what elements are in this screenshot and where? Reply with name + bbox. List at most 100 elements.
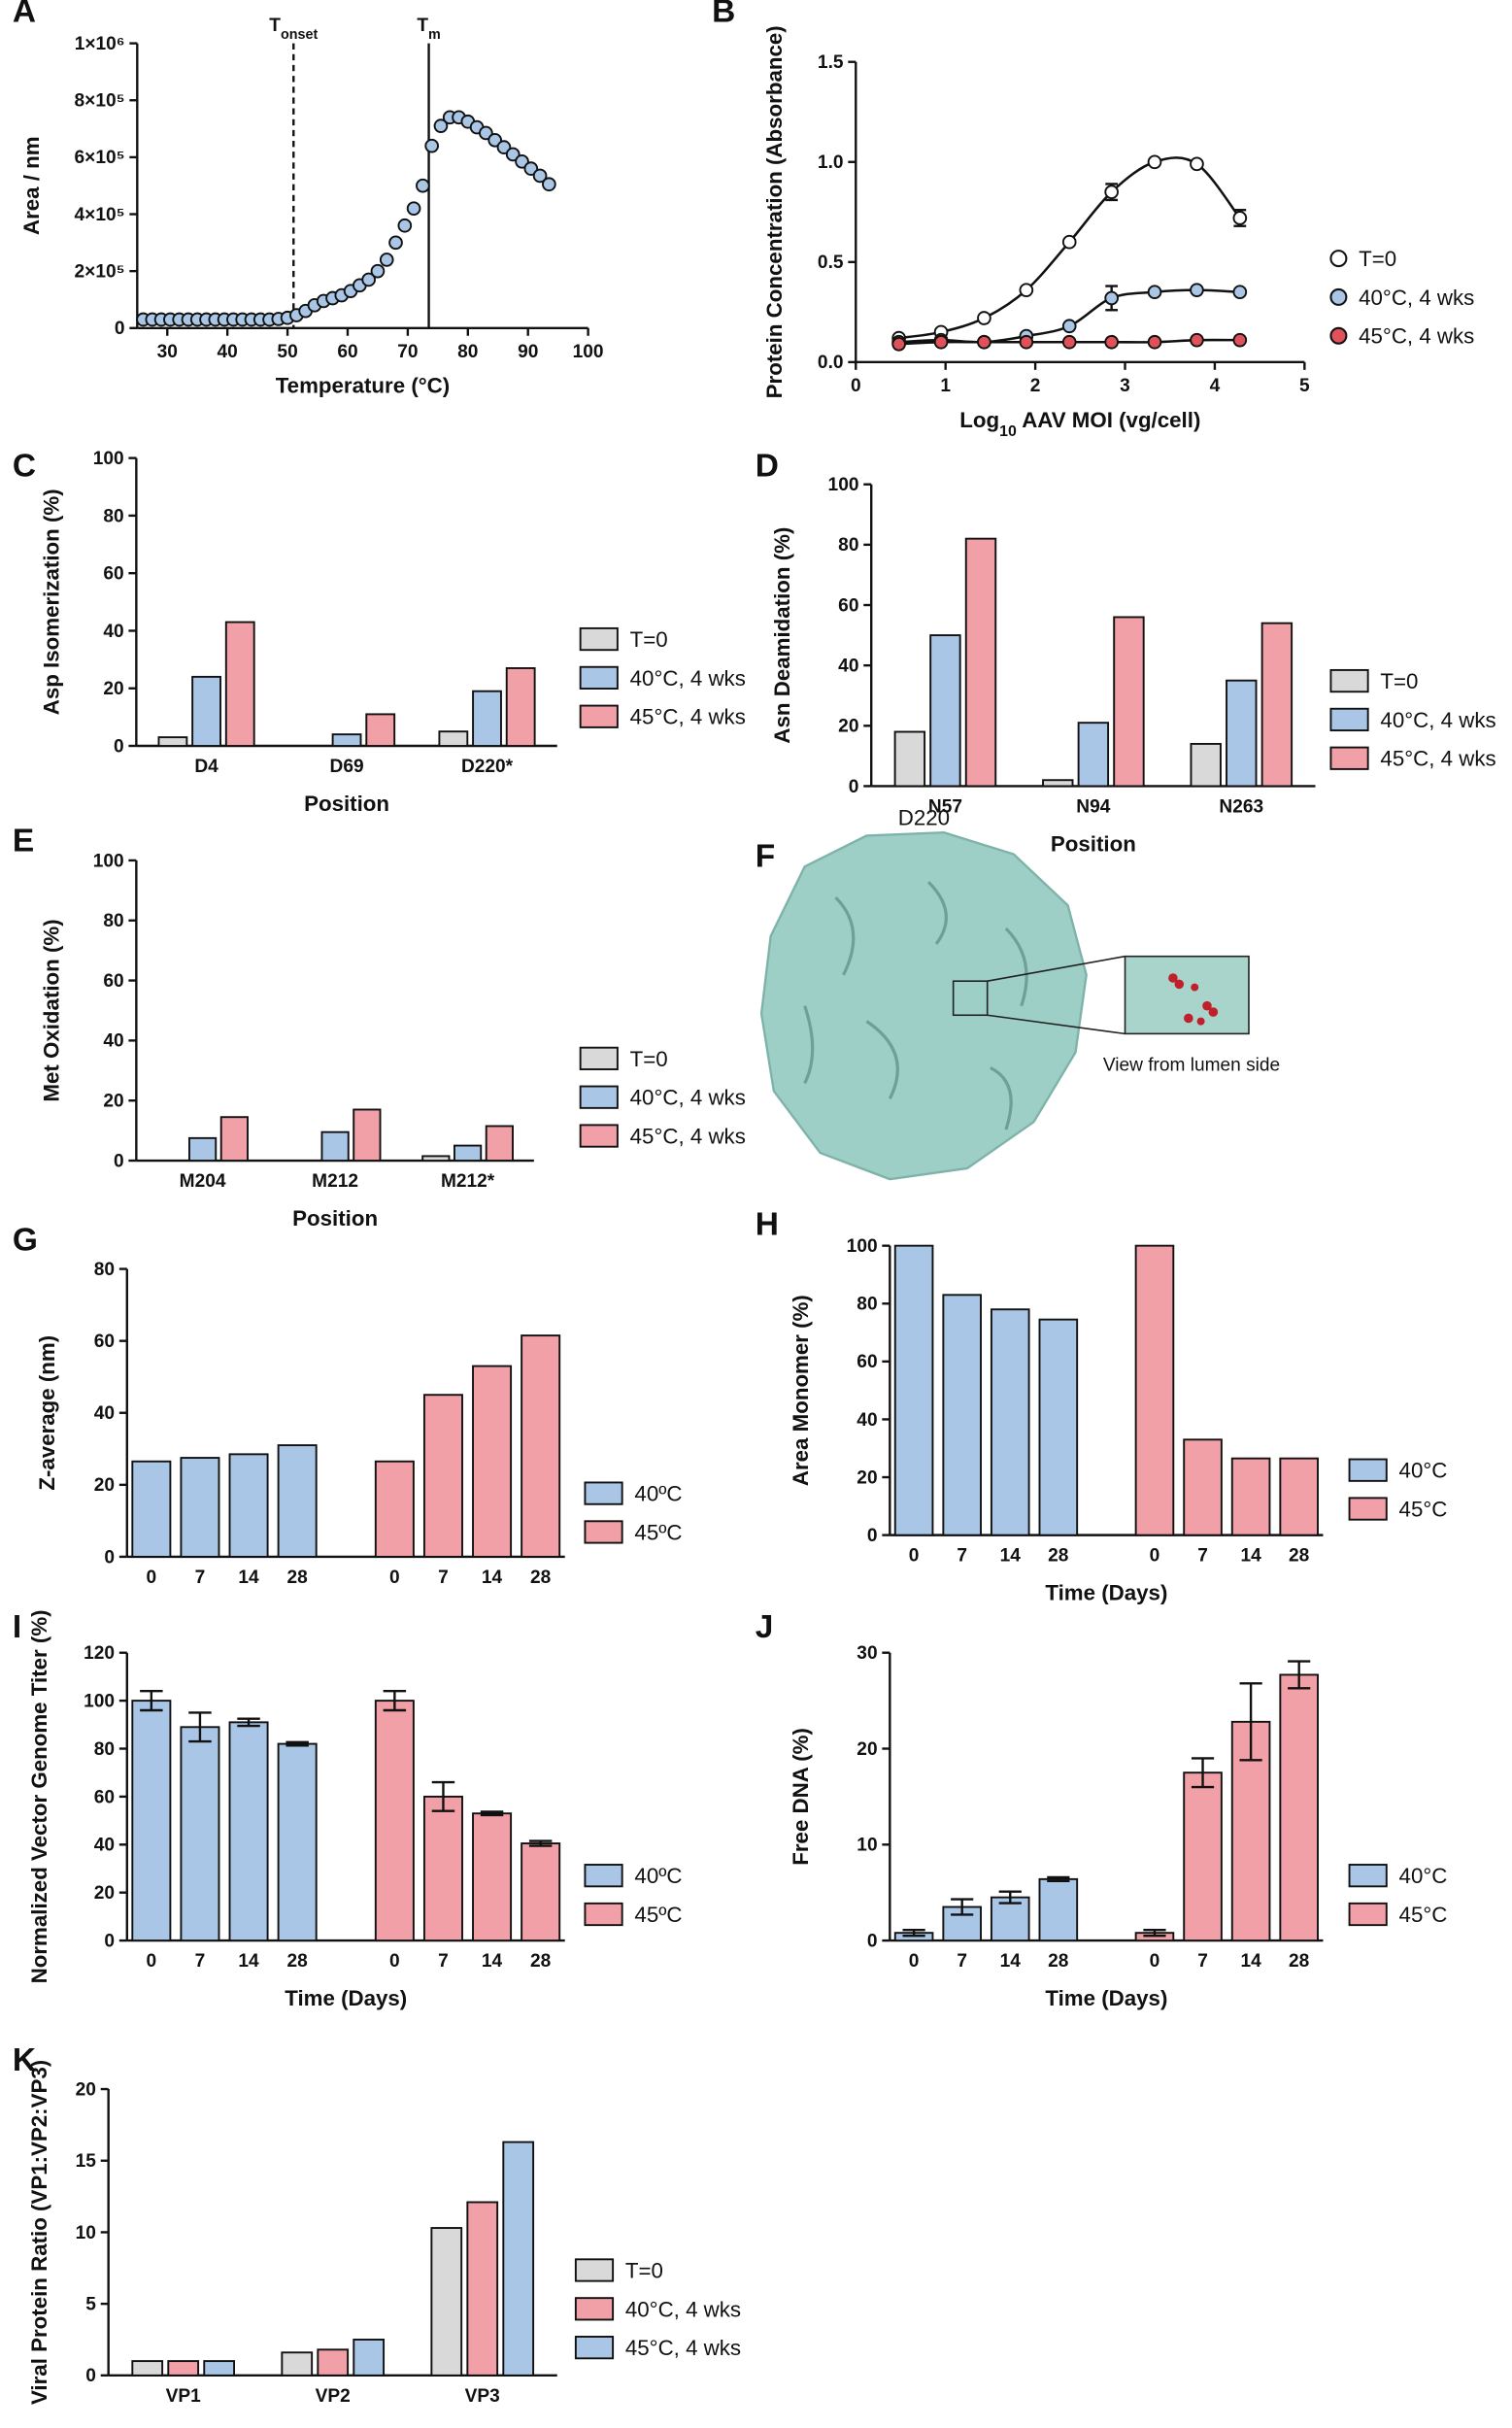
bar [131,2360,164,2377]
bar [131,1700,172,1942]
x-tick-label: M212* [441,1171,495,1192]
y-tick-label: 80 [103,506,123,526]
legend-label: 40°C, 4 wks [630,1086,746,1110]
point [1104,290,1119,306]
x-tick-label: 50 [277,342,297,362]
legend-swatch [579,1085,619,1109]
x-tick-label: D69 [330,757,364,777]
x-tick-label: 2 [1030,376,1041,396]
x-axis-label: Position [292,1206,378,1231]
error-bar [286,1740,309,1747]
y-axis-label: Area / nm [19,136,44,235]
x-tick-label: 7 [438,1951,449,1972]
bar [1279,1457,1319,1536]
bar [277,1742,318,1942]
panel-letter: G [13,1222,38,1258]
bar [893,1244,934,1536]
fit-curve [898,288,1240,344]
x-tick-label: N57 [928,797,962,818]
annotation-sub: m [428,27,441,43]
x-tick-label: 3 [1120,376,1130,396]
legend-swatch [1348,1458,1388,1482]
error-bar [237,1717,260,1728]
image-title: D220 [898,805,950,829]
bar [224,621,255,747]
capsid-shading [803,881,1028,1130]
bar [1226,679,1258,788]
y-tick-label: 5 [85,2295,96,2315]
annotation: Tm [417,16,440,43]
y-tick-label: 20 [857,1739,877,1760]
panel-letter: D [756,449,779,485]
bar [1042,779,1074,788]
bar [964,537,997,788]
bar [1230,1457,1271,1536]
x-axis-label-part: Log [959,408,999,432]
panel-letter: I [13,1609,21,1645]
legend-swatch [584,1902,623,1927]
bar [331,733,362,747]
legend-label: 40ºC [634,1864,682,1888]
x-tick-label: 0 [851,376,861,396]
error-bar [528,1839,553,1847]
y-tick-label: 8×10⁵ [75,91,125,112]
annotation: Tonset [269,16,318,43]
point [370,263,386,279]
bar [438,730,469,747]
bar [990,1308,1030,1536]
x-tick-label: 4 [1210,376,1221,396]
bar [929,634,961,788]
error-bar [140,1690,163,1712]
y-tick-label: 4×10⁵ [75,205,125,225]
legend-swatch [579,626,619,652]
x-tick-label: 0 [1150,1951,1160,1972]
error-bar [1239,1682,1262,1762]
annotation-text: T [269,16,281,36]
bar [1038,1877,1079,1942]
x-tick-label: 60 [337,342,357,362]
x-tick-label: M212 [312,1171,358,1192]
error-bar [951,1898,974,1916]
y-tick-label: 0.0 [818,353,844,373]
x-tick-label: VP3 [465,2386,500,2407]
y-tick-label: 10 [76,2223,96,2243]
legend-swatch [584,1481,623,1505]
y-tick-label: 40 [94,1403,115,1424]
legend-swatch [579,665,619,691]
point [379,253,394,267]
x-tick-label: 0 [389,1568,400,1588]
x-tick-label: 0 [909,1546,920,1567]
bar [990,1896,1030,1942]
error-bar [1047,1875,1070,1883]
y-tick-label: 0 [104,1931,115,1951]
bar [1113,616,1145,788]
panel-letter: F [756,838,775,874]
annotation-text: T [417,16,428,36]
x-tick-label: 1 [940,376,951,396]
legend-swatch [574,2297,615,2321]
point [515,153,529,169]
point [496,140,512,154]
bar [1038,1318,1079,1536]
legend-label: 45°C, 4 wks [1359,324,1474,349]
legend-label: 45°C [1399,1498,1448,1522]
point [479,125,493,141]
x-tick-label: 28 [1048,1546,1069,1567]
y-tick-label: 20 [857,1467,877,1488]
bar [472,1365,513,1558]
zoom-box [952,980,989,1017]
y-axis-label: Asp Isomerization (%) [40,489,64,715]
y-tick-label: 100 [847,1236,878,1257]
y-tick-label: 15 [76,2151,97,2172]
y-tick-label: 100 [828,475,859,495]
point [1232,332,1248,348]
x-tick-label: 0 [389,1951,400,1972]
y-tick-label: 20 [76,2079,96,2100]
point [1104,185,1119,200]
y-tick-label: 1.0 [818,152,844,173]
point [532,168,548,184]
bar [1190,742,1222,788]
bar [422,1394,463,1558]
point [542,177,556,192]
